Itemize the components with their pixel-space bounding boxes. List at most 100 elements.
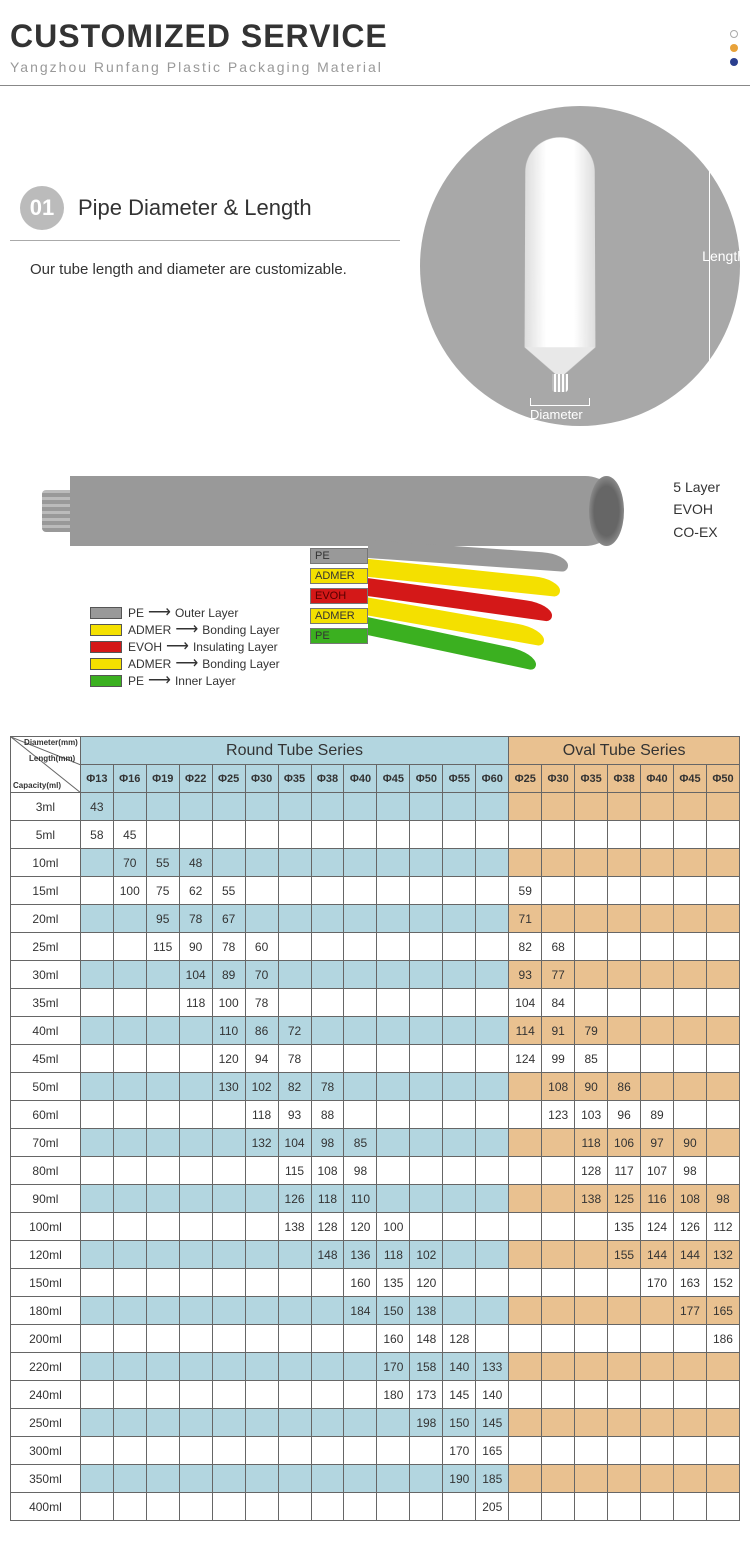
data-cell bbox=[80, 1269, 113, 1297]
accent-dots bbox=[730, 30, 738, 72]
data-cell bbox=[575, 961, 608, 989]
capacity-cell: 90ml bbox=[11, 1185, 81, 1213]
data-cell: 184 bbox=[344, 1297, 377, 1325]
diameter-header: Φ38 bbox=[608, 765, 641, 793]
diameter-header: Φ25 bbox=[509, 765, 542, 793]
data-cell bbox=[344, 821, 377, 849]
data-cell bbox=[245, 1297, 278, 1325]
data-cell: 100 bbox=[212, 989, 245, 1017]
data-cell bbox=[674, 821, 707, 849]
data-cell bbox=[311, 1381, 344, 1409]
data-cell bbox=[311, 1045, 344, 1073]
data-cell bbox=[179, 1045, 212, 1073]
legend-swatch-icon bbox=[90, 641, 122, 653]
layer-label: EVOH bbox=[673, 498, 720, 520]
table-row: 90ml12611811013812511610898 bbox=[11, 1185, 740, 1213]
diameter-header: Φ50 bbox=[410, 765, 443, 793]
data-cell bbox=[509, 1381, 542, 1409]
capacity-cell: 20ml bbox=[11, 905, 81, 933]
data-cell bbox=[212, 821, 245, 849]
data-cell bbox=[146, 1213, 179, 1241]
data-cell bbox=[706, 1045, 739, 1073]
data-cell: 102 bbox=[245, 1073, 278, 1101]
data-cell bbox=[179, 1129, 212, 1157]
data-cell bbox=[706, 793, 739, 821]
data-cell bbox=[245, 849, 278, 877]
data-cell: 144 bbox=[674, 1241, 707, 1269]
diameter-header: Φ40 bbox=[641, 765, 674, 793]
data-cell bbox=[146, 1045, 179, 1073]
table-row: 220ml170158140133 bbox=[11, 1353, 740, 1381]
peel-label: EVOH bbox=[310, 588, 368, 604]
data-cell bbox=[344, 933, 377, 961]
data-cell bbox=[476, 1269, 509, 1297]
data-cell: 145 bbox=[443, 1381, 476, 1409]
data-cell bbox=[212, 1493, 245, 1521]
table-row: 120ml148136118102155144144132 bbox=[11, 1241, 740, 1269]
data-cell bbox=[311, 821, 344, 849]
table-row: 15ml10075625559 bbox=[11, 877, 740, 905]
data-cell: 112 bbox=[706, 1213, 739, 1241]
data-cell: 98 bbox=[311, 1129, 344, 1157]
data-cell bbox=[443, 1269, 476, 1297]
data-cell: 150 bbox=[377, 1297, 410, 1325]
data-cell bbox=[608, 877, 641, 905]
data-cell bbox=[179, 1465, 212, 1493]
data-cell bbox=[608, 961, 641, 989]
data-cell bbox=[641, 961, 674, 989]
data-cell: 90 bbox=[674, 1129, 707, 1157]
data-cell bbox=[410, 821, 443, 849]
data-cell: 136 bbox=[344, 1241, 377, 1269]
data-cell bbox=[476, 1045, 509, 1073]
diameter-header: Φ35 bbox=[575, 765, 608, 793]
data-cell bbox=[377, 989, 410, 1017]
data-cell: 77 bbox=[542, 961, 575, 989]
data-cell: 120 bbox=[344, 1213, 377, 1241]
table-row: 40ml11086721149179 bbox=[11, 1017, 740, 1045]
data-cell bbox=[575, 1213, 608, 1241]
diameter-header: Φ13 bbox=[80, 765, 113, 793]
data-cell: 118 bbox=[245, 1101, 278, 1129]
data-cell bbox=[80, 1437, 113, 1465]
legend-role: Insulating Layer bbox=[193, 640, 278, 654]
data-cell: 55 bbox=[146, 849, 179, 877]
data-cell bbox=[113, 961, 146, 989]
data-cell bbox=[377, 821, 410, 849]
data-cell bbox=[509, 1409, 542, 1437]
data-cell bbox=[542, 1297, 575, 1325]
data-cell bbox=[575, 933, 608, 961]
data-cell bbox=[542, 849, 575, 877]
data-cell bbox=[706, 1157, 739, 1185]
data-cell bbox=[113, 1185, 146, 1213]
data-cell bbox=[344, 1353, 377, 1381]
data-cell bbox=[344, 989, 377, 1017]
table-row: 70ml13210498851181069790 bbox=[11, 1129, 740, 1157]
data-cell bbox=[608, 849, 641, 877]
data-cell bbox=[179, 821, 212, 849]
data-cell bbox=[706, 1129, 739, 1157]
data-cell: 43 bbox=[80, 793, 113, 821]
data-cell bbox=[344, 905, 377, 933]
data-cell bbox=[146, 1185, 179, 1213]
data-cell bbox=[245, 1493, 278, 1521]
data-cell: 78 bbox=[311, 1073, 344, 1101]
data-cell bbox=[245, 1409, 278, 1437]
data-cell bbox=[212, 1269, 245, 1297]
data-cell bbox=[575, 1409, 608, 1437]
length-bracket-icon bbox=[700, 151, 710, 391]
data-cell bbox=[641, 877, 674, 905]
legend-material: PE bbox=[128, 606, 144, 620]
data-cell: 155 bbox=[608, 1241, 641, 1269]
table-row: 45ml12094781249985 bbox=[11, 1045, 740, 1073]
data-cell bbox=[113, 1269, 146, 1297]
data-cell: 100 bbox=[377, 1213, 410, 1241]
data-cell bbox=[706, 905, 739, 933]
data-cell bbox=[80, 877, 113, 905]
data-cell bbox=[146, 793, 179, 821]
data-cell bbox=[212, 1465, 245, 1493]
data-cell bbox=[542, 821, 575, 849]
data-cell: 133 bbox=[476, 1353, 509, 1381]
data-cell bbox=[80, 933, 113, 961]
divider bbox=[10, 240, 400, 241]
data-cell bbox=[674, 793, 707, 821]
